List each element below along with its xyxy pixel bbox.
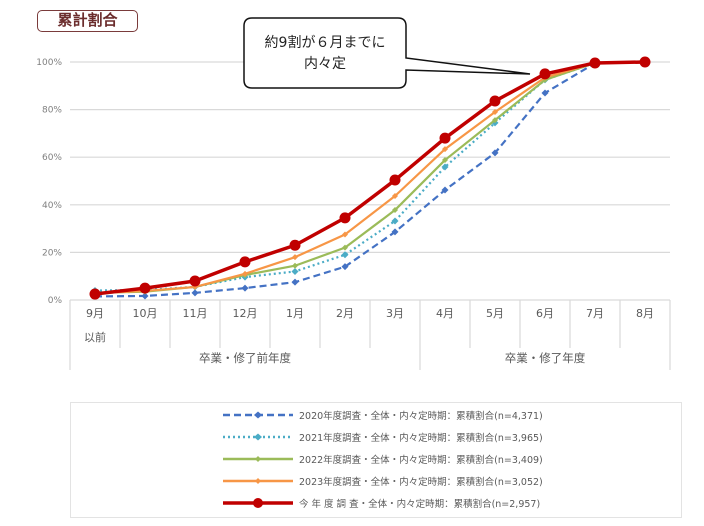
x-group-label: 卒業・修了前年度 — [199, 351, 291, 365]
x-group-label: 卒業・修了年度 — [505, 351, 586, 365]
x-category-label: 2月 — [336, 307, 354, 320]
y-tick-label: 100% — [36, 58, 62, 68]
legend-label: 2021年度調査・全体・内々定時期：累積割合(n=3,965) — [299, 433, 543, 444]
legend-label: 2022年度調査・全体・内々定時期：累積割合(n=3,409) — [299, 455, 543, 466]
x-category-label: 3月 — [386, 307, 404, 320]
solid-line-marker-icon — [223, 456, 293, 462]
y-tick-label: 0% — [48, 296, 63, 306]
legend-label: 2023年度調査・全体・内々定時期：累積割合(n=3,052) — [299, 477, 543, 488]
series-2 — [92, 59, 598, 296]
series-4 — [89, 56, 651, 300]
legend-item-2020: 2020年度調査・全体・内々定時期：累積割合(n=4,371) — [223, 407, 543, 423]
thick-line-circle-marker-icon — [223, 498, 293, 508]
y-tick-label: 60% — [42, 153, 62, 163]
x-category-label: 8月 — [636, 307, 654, 320]
x-category-label: 10月 — [133, 307, 158, 320]
legend-item-2021: 2021年度調査・全体・内々定時期：累積割合(n=3,965) — [223, 429, 543, 445]
callout-line-1: 約9割が６月までに — [265, 34, 386, 51]
x-category-label: 6月 — [536, 307, 554, 320]
y-tick-label: 80% — [42, 106, 62, 116]
series-1 — [91, 59, 599, 294]
x-category-label: 7月 — [586, 307, 604, 320]
x-category-label: 5月 — [486, 307, 504, 320]
legend-item-2022: 2022年度調査・全体・内々定時期：累積割合(n=3,409) — [223, 451, 543, 467]
x-category-sublabel: 以前 — [84, 330, 106, 344]
legend: 2020年度調査・全体・内々定時期：累積割合(n=4,371) 2021年度調査… — [70, 402, 682, 518]
legend-item-current: 今 年 度 調 査・全体・内々定時期：累積割合(n=2,957) — [223, 495, 540, 511]
legend-label: 今 年 度 調 査・全体・内々定時期：累積割合(n=2,957) — [299, 499, 541, 510]
x-category-label: 9月 — [86, 307, 104, 320]
callout: 約9割が６月までに 内々定 — [243, 17, 531, 89]
y-axis-ticks: 0% 20% 40% 60% 80% 100% — [36, 58, 62, 306]
series-0 — [91, 59, 599, 300]
x-category-label: 1月 — [286, 307, 304, 320]
solid-line-marker-icon — [223, 478, 293, 484]
legend-item-2023: 2023年度調査・全体・内々定時期：累積割合(n=3,052) — [223, 473, 543, 489]
gridlines — [70, 61, 670, 253]
y-tick-label: 20% — [42, 248, 62, 258]
x-category-label: 4月 — [436, 307, 454, 320]
y-tick-label: 40% — [42, 201, 62, 211]
data-series — [89, 56, 651, 300]
x-category-label: 11月 — [183, 307, 208, 320]
callout-bubble — [243, 17, 531, 89]
chart-title-badge: 累計割合 — [37, 10, 138, 32]
legend-label: 2020年度調査・全体・内々定時期：累積割合(n=4,371) — [299, 411, 543, 422]
x-category-label: 12月 — [233, 307, 258, 320]
dotted-line-marker-icon — [223, 433, 293, 441]
dashed-line-marker-icon — [223, 411, 293, 419]
series-3 — [92, 59, 598, 297]
callout-line-2: 内々定 — [304, 56, 346, 72]
line-chart: 0% 20% 40% 60% 80% 100% 9月 10月 11月 12月 1月 2月 3月 4月 5月… — [36, 17, 671, 370]
